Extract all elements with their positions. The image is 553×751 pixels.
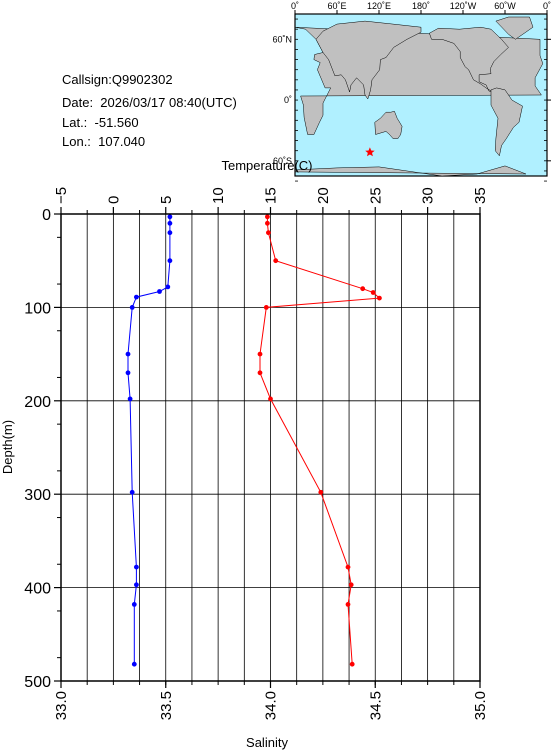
salinity-point xyxy=(129,305,135,310)
salinity-point xyxy=(167,258,173,264)
landmass-australia xyxy=(374,110,403,139)
salinity-tick-label: 33.5 xyxy=(158,691,175,720)
temperature-point xyxy=(265,220,270,226)
chart-grid xyxy=(60,213,481,682)
map-lon-tick-label: 60˚W xyxy=(494,1,516,11)
temperature-tick-label: 5 xyxy=(158,196,175,204)
temperature-point xyxy=(257,351,263,357)
map-land xyxy=(294,16,544,177)
salinity-tick-label: 35.0 xyxy=(472,691,489,720)
temperature-axis-title: Temperature(C) xyxy=(221,158,312,173)
salinity-point xyxy=(165,284,171,290)
landmass-antarctica xyxy=(294,165,527,177)
longitude-label: Lon.: 107.040 xyxy=(62,134,146,149)
temperature-point xyxy=(318,489,324,495)
temperature-point xyxy=(345,564,351,570)
salinity-axis-title: Salinity xyxy=(246,735,288,750)
landmass-south-america xyxy=(490,87,523,157)
depth-axis-title: Depth(m) xyxy=(0,420,15,474)
salinity-tick-label: 33.0 xyxy=(53,691,70,720)
salinity-profile-line xyxy=(127,216,171,665)
map-lat-tick-label: 60˚S xyxy=(273,156,292,166)
float-location-marker xyxy=(365,147,375,157)
salinity-point xyxy=(127,396,133,402)
temperature-tick-label: 35 xyxy=(472,187,489,204)
map-lon-tick-label: 180˚ xyxy=(412,1,430,11)
temperature-tick-label: 25 xyxy=(367,187,384,204)
salinity-point xyxy=(167,230,173,236)
salinity-tick-label: 34.0 xyxy=(263,691,280,720)
salinity-point xyxy=(134,582,139,588)
temperature-point xyxy=(349,661,355,667)
landmass-asia xyxy=(315,20,422,100)
latitude-label: Lat.: -51.560 xyxy=(62,115,139,130)
salinity-point xyxy=(129,489,135,495)
location-map: 0˚ 60˚E 120˚E 180˚ 120˚W 60˚W 0˚ 60˚N 0˚ 60˚S xyxy=(272,1,551,182)
temperature-point xyxy=(348,582,354,588)
callsign-label: Callsign:Q9902302 xyxy=(62,72,173,87)
depth-tick-label: 500 xyxy=(24,674,51,691)
salinity-point xyxy=(167,214,173,220)
depth-tick-label: 300 xyxy=(24,487,51,504)
star-icon xyxy=(365,147,375,157)
map-lon-tick-label: 120˚W xyxy=(450,1,477,11)
salinity-point xyxy=(125,370,131,376)
salinity-point xyxy=(134,564,139,570)
temperature-point xyxy=(273,258,279,264)
temperature-point xyxy=(265,214,270,220)
temperature-point xyxy=(266,230,271,236)
temperature-tick-label: 10 xyxy=(210,187,227,204)
chart-series xyxy=(125,214,382,667)
temperature-point xyxy=(268,396,273,402)
date-label: Date: 2026/03/17 08:40(UTC) xyxy=(62,95,237,110)
temperature-tick-label: 30 xyxy=(420,187,437,204)
temperature-profile-line xyxy=(259,216,381,665)
depth-tick-label: 200 xyxy=(24,394,51,411)
temperature-point xyxy=(360,286,366,292)
salinity-point xyxy=(134,294,139,300)
salinity-point xyxy=(131,602,137,607)
salinity-point xyxy=(157,289,162,294)
temperature-tick-label: 15 xyxy=(263,187,280,204)
depth-tick-label: 0 xyxy=(42,207,51,224)
temperature-point xyxy=(345,602,351,607)
salinity-point xyxy=(167,220,173,226)
temperature-tick-label: 20 xyxy=(315,187,332,204)
salinity-point xyxy=(131,661,137,667)
depth-tick-label: 100 xyxy=(24,300,51,317)
salinity-tick-label: 34.5 xyxy=(367,691,384,720)
temperature-point xyxy=(263,305,269,310)
map-lon-tick-label: 0˚ xyxy=(291,1,299,11)
map-lon-tick-label: 120˚E xyxy=(367,1,391,11)
temperature-point xyxy=(377,295,382,301)
depth-tick-label: 400 xyxy=(24,581,51,598)
temperature-tick-label: −5 xyxy=(53,187,70,204)
landmass-north-america xyxy=(429,26,509,93)
map-lat-tick-label: 60˚N xyxy=(272,34,292,44)
temperature-point xyxy=(257,370,263,376)
landmass-greenland xyxy=(495,16,534,40)
temperature-point xyxy=(370,290,376,295)
map-ticks: 0˚ 60˚E 120˚E 180˚ 120˚W 60˚W 0˚ 60˚N 0˚ 60˚S xyxy=(272,1,551,182)
temperature-tick-label: 0 xyxy=(105,196,122,204)
map-lon-tick-label: 0˚ xyxy=(543,1,551,11)
map-lat-tick-label: 0˚ xyxy=(284,95,292,105)
salinity-point xyxy=(125,351,131,357)
map-lon-tick-label: 60˚E xyxy=(327,1,346,11)
